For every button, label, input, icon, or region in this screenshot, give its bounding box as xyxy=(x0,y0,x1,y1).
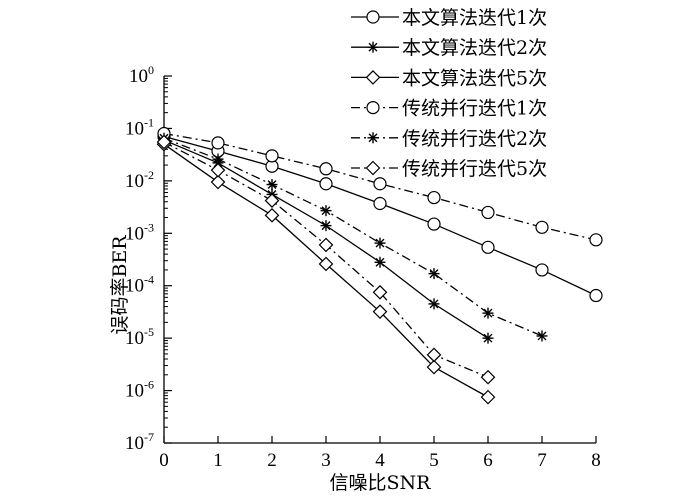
data-point-diamond xyxy=(372,304,388,320)
data-point-diamond xyxy=(372,284,388,300)
star-stroke xyxy=(368,133,378,143)
data-point-star xyxy=(374,256,386,268)
data-point-circle xyxy=(265,149,279,163)
data-point-star xyxy=(266,179,278,191)
star-stroke xyxy=(213,154,223,164)
star-stroke xyxy=(537,331,547,341)
legend-label: 本文算法迭代5次 xyxy=(402,67,547,89)
data-point-star xyxy=(320,220,332,232)
data-point-circle xyxy=(373,196,387,211)
data-point-star xyxy=(536,330,548,342)
y-tick-label: 10-6 xyxy=(125,378,154,402)
data-point-diamond xyxy=(318,256,334,272)
y-tick-label: 10-1 xyxy=(125,115,154,139)
series-line-5 xyxy=(163,137,543,337)
data-point-circle xyxy=(481,240,495,254)
star-stroke xyxy=(375,257,385,267)
y-axis-label: 误码率BER xyxy=(109,235,131,335)
data-point-diamond xyxy=(210,162,226,178)
data-point-circle xyxy=(211,136,225,150)
y-tick-label: 10-4 xyxy=(125,273,154,297)
data-point-diamond xyxy=(426,359,442,375)
y-tick-label: 10-2 xyxy=(125,168,154,192)
x-tick-label: 7 xyxy=(537,450,547,471)
y-tick-label: 10-3 xyxy=(125,220,154,244)
data-point-star xyxy=(320,205,332,217)
data-point-circle xyxy=(535,263,549,277)
data-point-circle xyxy=(319,177,333,191)
legend-marker-star xyxy=(367,41,379,53)
x-tick-label: 0 xyxy=(159,450,169,471)
data-point-star xyxy=(482,332,494,344)
y-tick-label: 10-7 xyxy=(125,430,154,454)
data-point-diamond xyxy=(480,389,496,405)
legend-label: 传统并行迭代1次 xyxy=(402,98,547,120)
legend-label: 本文算法迭代1次 xyxy=(402,7,547,29)
data-point-circle xyxy=(427,217,441,231)
legend-marker-star xyxy=(367,132,379,144)
data-point-circle xyxy=(535,220,549,234)
data-point-diamond xyxy=(264,207,280,223)
series-markers xyxy=(156,126,603,405)
data-point-star xyxy=(482,307,494,319)
data-point-diamond xyxy=(426,347,442,363)
legend-marker-diamond xyxy=(365,70,381,85)
data-point-circle xyxy=(427,190,441,205)
data-point-circle xyxy=(319,162,333,176)
data-point-diamond xyxy=(156,134,172,150)
data-point-circle xyxy=(589,288,603,303)
x-tick-label: 8 xyxy=(591,450,601,471)
data-point-diamond xyxy=(318,237,334,253)
x-tick-label: 6 xyxy=(483,450,493,471)
legend-label: 传统并行迭代2次 xyxy=(402,128,547,150)
x-tick-label: 3 xyxy=(321,450,331,471)
legend-marker-diamond xyxy=(365,160,381,176)
data-point-circle xyxy=(481,205,495,220)
star-stroke xyxy=(368,42,378,52)
x-tick-label: 4 xyxy=(375,450,385,471)
star-stroke xyxy=(429,269,439,279)
data-point-star xyxy=(212,153,224,165)
star-stroke xyxy=(321,221,331,231)
data-point-star xyxy=(374,237,386,249)
star-stroke xyxy=(375,238,385,248)
x-axis-label: 信噪比SNR xyxy=(330,472,432,494)
legend-marker-circle xyxy=(366,100,380,115)
y-tick-label: 100 xyxy=(129,63,154,87)
y-tick-label: 10-5 xyxy=(125,325,154,349)
star-stroke xyxy=(321,206,331,216)
data-point-circle xyxy=(373,177,387,191)
data-point-circle xyxy=(589,233,603,247)
x-tick-label: 1 xyxy=(213,450,223,471)
star-stroke xyxy=(267,180,277,190)
data-point-star xyxy=(428,268,440,280)
data-point-star xyxy=(428,298,440,310)
x-tick-label: 5 xyxy=(429,450,439,471)
x-tick-label: 2 xyxy=(267,450,277,471)
legend-marker-circle xyxy=(366,10,380,24)
star-stroke xyxy=(429,299,439,309)
legend-label: 本文算法迭代2次 xyxy=(402,37,547,59)
legend-label: 传统并行迭代5次 xyxy=(402,158,547,180)
data-point-diamond xyxy=(480,369,496,385)
legend: 本文算法迭代1次本文算法迭代2次本文算法迭代5次传统并行迭代1次传统并行迭代2次… xyxy=(351,7,547,180)
data-point-diamond xyxy=(264,193,280,208)
star-stroke xyxy=(483,308,493,318)
star-stroke xyxy=(483,333,493,343)
tick-labels: 0 1 2 3 4 5 6 7 8 100 10-1 10-2 10-3 10-4 10-5 10-6 10-7 xyxy=(125,63,601,471)
data-point-diamond xyxy=(210,174,226,190)
